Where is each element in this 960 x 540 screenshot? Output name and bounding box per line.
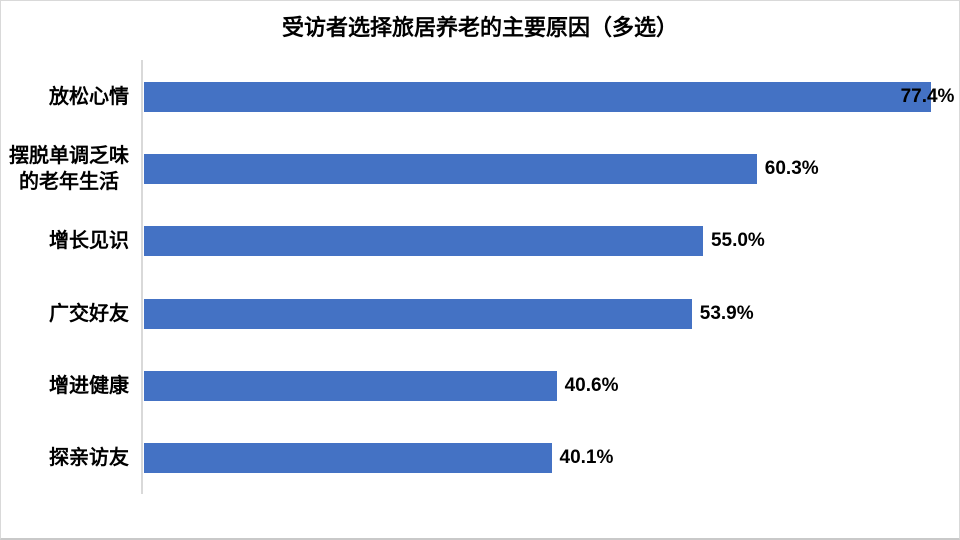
category-label-box: 增长见识: [1, 205, 137, 277]
category-label-box: 探亲访友: [1, 422, 137, 494]
category-label: 增进健康: [49, 374, 129, 397]
value-label: 40.6%: [564, 374, 619, 396]
category-label: 放松心情: [49, 86, 129, 109]
value-label: 55.0%: [710, 230, 765, 252]
bar: [144, 442, 552, 473]
plot-area: 放松心情 77.4% 摆脱单调乏味 的老年生活 60.3% 增长见识 55.0% 广交好友 5…: [1, 61, 959, 494]
bar: [144, 370, 557, 401]
bar-area: 40.6%: [144, 350, 957, 422]
bar: [144, 226, 703, 257]
bar-row: 放松心情 77.4%: [1, 61, 959, 133]
category-axis-line: [141, 60, 143, 494]
bar-row: 摆脱单调乏味 的老年生活 60.3%: [1, 133, 959, 205]
category-label: 增长见识: [49, 230, 129, 253]
category-label: 广交好友: [49, 302, 129, 325]
bar-row: 增长见识 55.0%: [1, 205, 959, 277]
chart-title: 受访者选择旅居养老的主要原因（多选）: [281, 15, 678, 40]
category-label-box: 摆脱单调乏味 的老年生活: [1, 133, 137, 205]
value-label: 60.3%: [764, 158, 819, 180]
category-label: 探亲访友: [49, 446, 129, 469]
bar-row: 探亲访友 40.1%: [1, 422, 959, 494]
value-label: 77.4%: [900, 86, 955, 108]
bar-area: 53.9%: [144, 278, 957, 350]
bar-area: 60.3%: [144, 133, 957, 205]
category-label: 摆脱单调乏味 的老年生活: [9, 145, 129, 194]
category-label-box: 增进健康: [1, 350, 137, 422]
bar-area: 55.0%: [144, 205, 957, 277]
bar-area: 77.4%: [144, 61, 957, 133]
bar: [144, 154, 757, 185]
bar: [144, 298, 692, 329]
bar-row: 增进健康 40.6%: [1, 350, 959, 422]
bar: [144, 82, 931, 113]
value-label: 53.9%: [699, 302, 754, 324]
bar-area: 40.1%: [144, 422, 957, 494]
category-label-box: 广交好友: [1, 278, 137, 350]
bar-row: 广交好友 53.9%: [1, 278, 959, 350]
value-label: 40.1%: [559, 446, 614, 468]
category-label-box: 放松心情: [1, 61, 137, 133]
